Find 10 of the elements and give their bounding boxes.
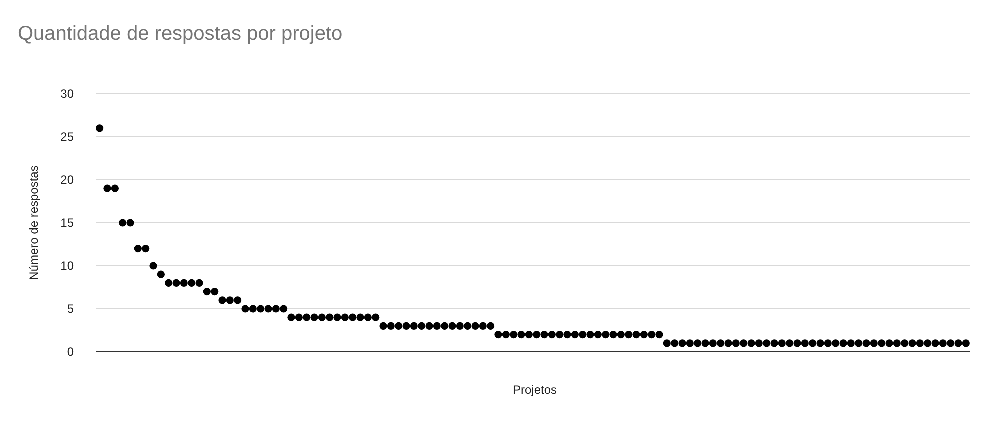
y-axis-title: Número de respostas [27,166,41,280]
chart-title: Quantidade de respostas por projeto [18,23,343,45]
x-axis-title: Projetos [512,383,558,397]
y-tick-label: 20 [60,173,74,188]
y-tick-label: 10 [60,259,74,274]
y-tick-label: 25 [60,130,74,144]
y-tick-label: 5 [67,302,74,316]
y-tick-label: 30 [60,87,74,102]
y-tick-label: 15 [60,216,74,230]
y-tick-label: 0 [67,345,74,360]
